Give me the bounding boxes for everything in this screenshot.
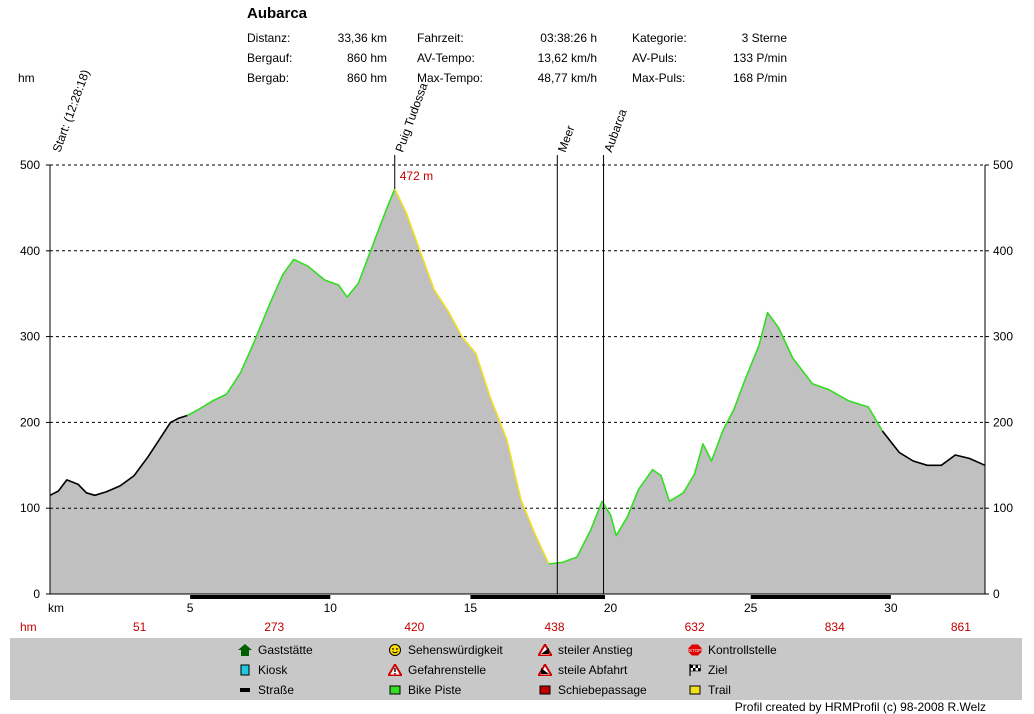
stat-value: 03:38:26 h xyxy=(540,31,597,45)
waypoint-label: Puig Tudossa xyxy=(392,81,430,154)
legend: Gaststätte Kiosk Straße Sehenswürdigkeit… xyxy=(10,638,1022,700)
hm-row-value: 438 xyxy=(544,620,564,634)
x-tick-label: 10 xyxy=(324,601,338,615)
y-tick-label-left: 0 xyxy=(33,587,40,601)
y-tick-label-right: 100 xyxy=(993,501,1013,515)
stat-value: 48,77 km/h xyxy=(537,71,597,85)
y-tick-label-left: 400 xyxy=(20,244,40,258)
y-tick-label-right: 400 xyxy=(993,244,1013,258)
stat-label: Fahrzeit: xyxy=(417,31,464,45)
elevation-profile-chart: 0 0 100 100 200 200 300 300 400 400 500 500 km 5 10 15 2… xyxy=(20,68,1013,634)
hm-row-value: 273 xyxy=(264,620,284,634)
steile-abfahrt-icon xyxy=(538,664,552,676)
stat-value: 13,62 km/h xyxy=(537,51,597,65)
trail-icon xyxy=(688,684,702,696)
stat-label: AV-Puls: xyxy=(632,51,678,65)
ziel-icon xyxy=(688,664,702,676)
route-title: Aubarca xyxy=(247,5,308,22)
hm-row-value: 632 xyxy=(685,620,705,634)
svg-text:STOP: STOP xyxy=(689,648,701,653)
stat-label: Max-Puls: xyxy=(632,71,686,85)
y-tick-label-right: 300 xyxy=(993,330,1013,344)
x-tick-label: 20 xyxy=(604,601,618,615)
x-tick-label: 25 xyxy=(744,601,758,615)
profile-line-segment xyxy=(548,311,884,565)
profile-line-segment xyxy=(186,188,396,417)
x-tick-label: 30 xyxy=(884,601,898,615)
footer-credit: Profil created by HRMProfil (c) 98-2008 … xyxy=(734,700,986,714)
legend-item: Straße xyxy=(238,683,294,697)
schiebepassage-icon xyxy=(538,684,552,696)
y-tick-label-right: 200 xyxy=(993,415,1013,429)
y-tick-label-left: 100 xyxy=(20,501,40,515)
stat-label: Kategorie: xyxy=(632,31,687,45)
legend-item: STOP Kontrollstelle xyxy=(688,643,777,657)
elevation-area xyxy=(50,189,985,594)
legend-item: Schiebepassage xyxy=(538,683,647,697)
stat-value: 3 Sterne xyxy=(741,31,787,45)
hm-row-value: 861 xyxy=(951,620,971,634)
stat-value: 860 hm xyxy=(346,51,387,65)
profile-line-segment xyxy=(881,430,986,467)
x-tick-label: 5 xyxy=(187,601,194,615)
hm-row-value: 834 xyxy=(825,620,845,634)
waypoint-label: Start: (12:28:18) xyxy=(50,68,93,154)
y-tick-label-right: 0 xyxy=(993,587,1000,601)
y-tick-label-right: 500 xyxy=(993,158,1013,172)
y-axis-unit: hm xyxy=(18,71,35,85)
stat-label: Max-Tempo: xyxy=(417,71,484,85)
legend-item: Kiosk xyxy=(238,663,287,677)
legend-item: steiler Anstieg xyxy=(538,643,633,657)
distance-bar-segment xyxy=(190,595,331,599)
stat-value: 860 hm xyxy=(346,71,387,85)
bike-piste-icon xyxy=(388,684,402,696)
waypoint-label: Aubarca xyxy=(601,107,630,154)
y-tick-label-left: 200 xyxy=(20,415,40,429)
waypoint-label: Meer xyxy=(555,124,578,154)
strasse-icon xyxy=(238,684,252,696)
legend-item: Gefahrenstelle xyxy=(388,663,486,677)
steiler-anstieg-icon xyxy=(538,644,552,656)
peak-annotation: 472 m xyxy=(400,169,433,183)
legend-item: steile Abfahrt xyxy=(538,663,627,677)
x-axis-unit: km xyxy=(48,601,64,615)
kontrollstelle-icon: STOP xyxy=(688,644,702,656)
stat-value: 133 P/min xyxy=(732,51,787,65)
stat-label: Distanz: xyxy=(247,31,291,45)
stat-value: 33,36 km xyxy=(337,31,387,45)
gaststaette-icon xyxy=(238,644,252,656)
hm-row-value: 420 xyxy=(404,620,424,634)
legend-item: Sehenswürdigkeit xyxy=(388,643,503,657)
distance-bar-segment xyxy=(750,595,891,599)
sehenswuerdigkeit-icon xyxy=(388,644,402,656)
hm-row-label: hm xyxy=(20,620,37,634)
gefahrenstelle-icon xyxy=(388,664,402,676)
legend-item: Gaststätte xyxy=(238,643,313,657)
kiosk-icon xyxy=(238,664,252,676)
x-tick-label: 15 xyxy=(464,601,478,615)
profile-line-segment xyxy=(49,414,188,497)
stat-value: 168 P/min xyxy=(732,71,787,85)
hm-row-value: 51 xyxy=(133,620,147,634)
y-tick-label-left: 300 xyxy=(20,330,40,344)
stat-label: AV-Tempo: xyxy=(417,51,475,65)
legend-item: Trail xyxy=(688,683,731,697)
y-tick-label-left: 500 xyxy=(20,158,40,172)
profile-line-segment xyxy=(393,188,550,565)
stat-label: Bergauf: xyxy=(247,51,293,65)
stat-label: Bergab: xyxy=(247,71,290,85)
distance-bar-segment xyxy=(470,595,605,599)
legend-item: Bike Piste xyxy=(388,683,461,697)
legend-item: Ziel xyxy=(688,663,727,677)
